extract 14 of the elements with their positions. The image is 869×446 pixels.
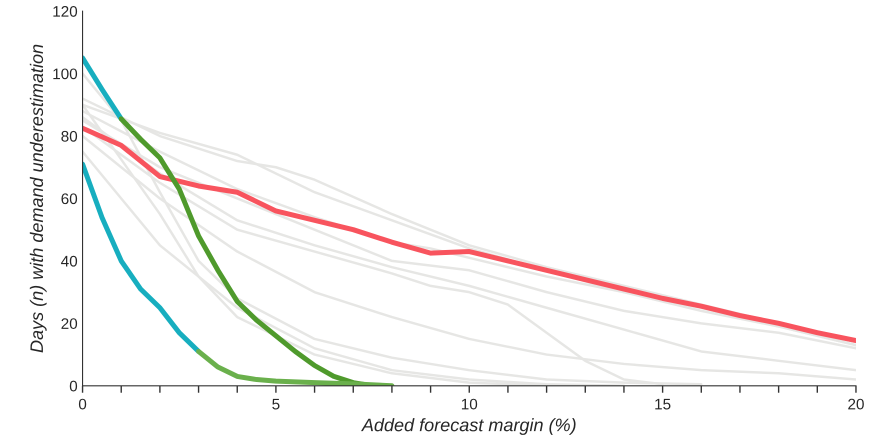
- x-tick-label: 10: [462, 398, 478, 410]
- x-axis-title: Added forecast margin (%): [361, 418, 576, 435]
- y-axis-title: Days (n) with demand underestimation: [30, 44, 47, 352]
- y-tick-label: 0: [70, 380, 78, 392]
- y-tick-label: 40: [61, 256, 78, 267]
- y-tick-label: 120: [53, 6, 78, 17]
- x-tick-label: 0: [78, 398, 86, 410]
- y-tick-label: 80: [61, 130, 78, 142]
- x-tick-label: 20: [848, 398, 864, 410]
- x-tick-label: 15: [655, 398, 670, 410]
- y-tick-label: 60: [61, 193, 78, 204]
- x-tick-label: 5: [272, 398, 280, 410]
- y-tick-label: 20: [61, 318, 78, 330]
- y-tick-label: 100: [53, 68, 78, 80]
